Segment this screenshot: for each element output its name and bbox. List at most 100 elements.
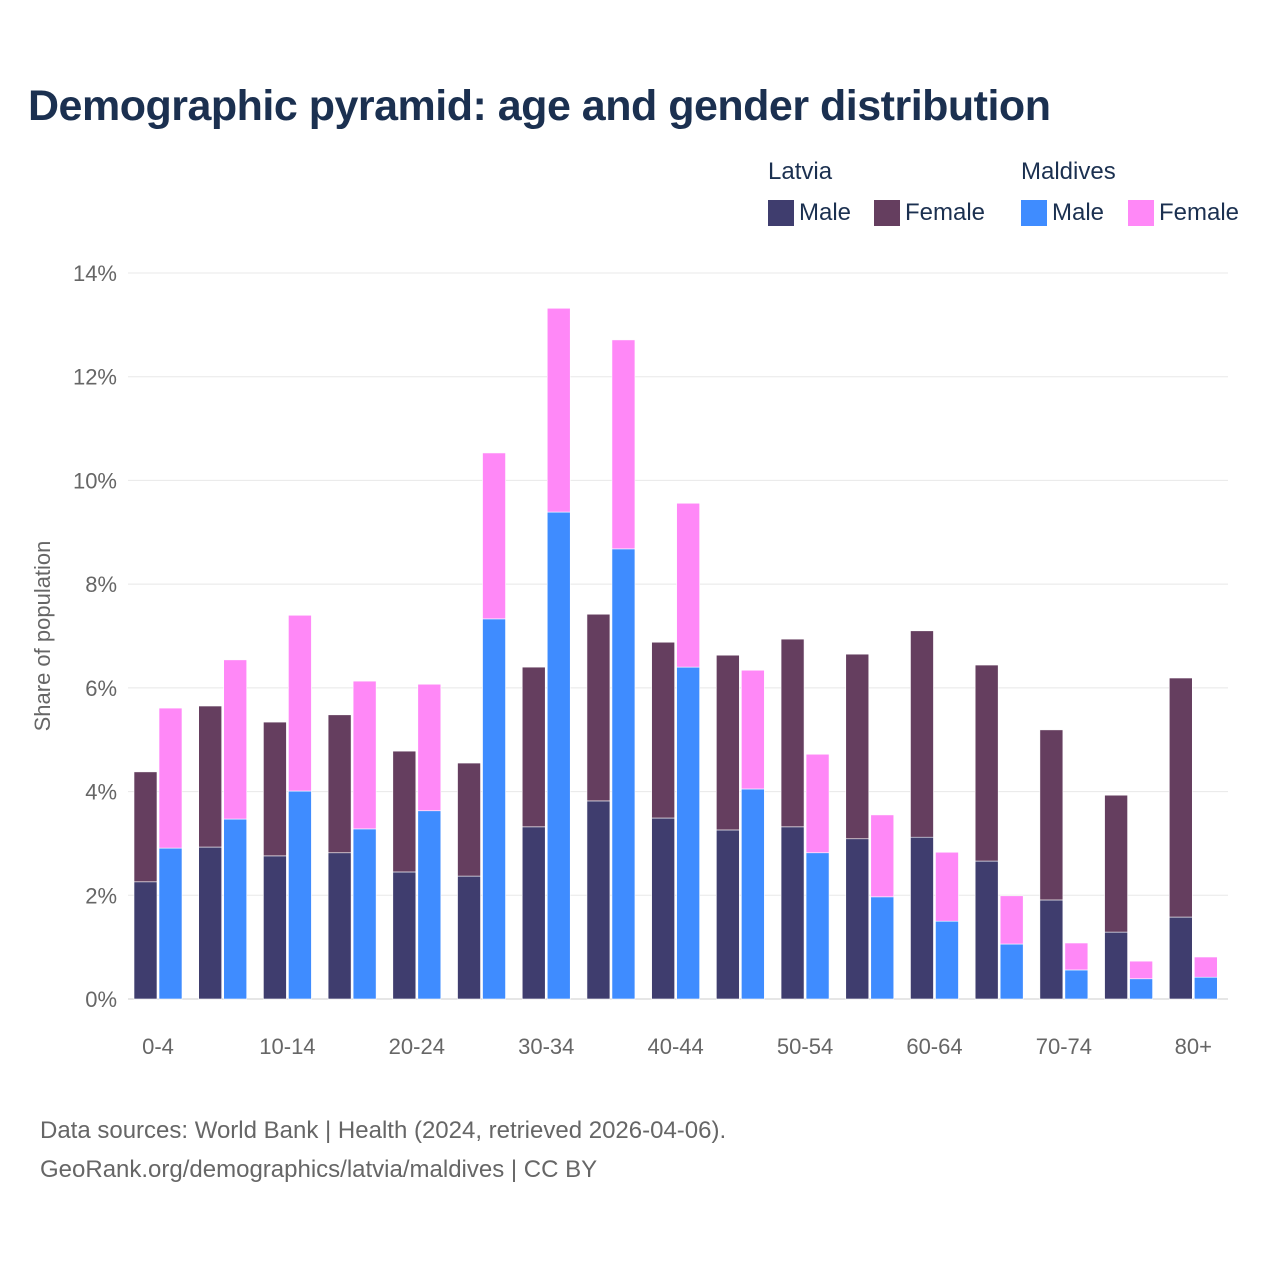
bar-maldives-female-40-44[interactable] [676,502,700,668]
bar-latvia-male-75-79[interactable] [1104,931,1128,1000]
bar-latvia-male-40-44[interactable] [651,817,675,1000]
bar-maldives-female-5-9[interactable] [223,659,248,820]
bar-latvia-male-55-59[interactable] [845,838,870,1000]
bar-maldives-male-20-24[interactable] [417,810,442,1000]
bar-latvia-female-0-4[interactable] [133,771,158,883]
legend-swatch [768,200,794,226]
bar-maldives-female-55-59[interactable] [870,814,895,898]
y-axis-label: Share of population [30,541,55,732]
bar-maldives-female-30-34[interactable] [546,307,571,513]
bar-latvia-male-25-29[interactable] [457,875,481,1000]
bar-maldives-female-20-24[interactable] [417,683,442,812]
bar-maldives-male-15-19[interactable] [352,828,377,1000]
bar-latvia-female-50-54[interactable] [780,638,805,828]
x-tick-label: 40-44 [648,1034,704,1059]
bar-maldives-female-75-79[interactable] [1129,960,1153,980]
bar-latvia-female-45-49[interactable] [716,654,740,831]
bar-maldives-male-70-74[interactable] [1064,969,1089,1000]
bar-maldives-male-10-14[interactable] [288,790,312,1000]
y-tick-label: 6% [85,676,117,701]
bar-latvia-female-5-9[interactable] [198,705,223,848]
bar-maldives-female-45-49[interactable] [741,669,765,790]
bar-latvia-male-80+[interactable] [1168,916,1193,1000]
x-tick-label: 20-24 [389,1034,445,1059]
bar-latvia-female-15-19[interactable] [327,714,352,854]
bar-maldives-female-25-29[interactable] [482,452,506,620]
bar-latvia-male-5-9[interactable] [198,846,223,1000]
bar-maldives-female-0-4[interactable] [158,707,183,849]
bar-latvia-male-30-34[interactable] [521,826,546,1000]
bar-latvia-male-35-39[interactable] [586,800,611,1000]
legend-swatch [874,200,900,226]
bar-latvia-male-65-69[interactable] [974,860,999,1000]
bar-maldives-male-45-49[interactable] [741,788,765,1000]
bar-maldives-male-0-4[interactable] [158,847,183,1000]
x-tick-label: 0-4 [142,1034,174,1059]
legend-group-maldives: Maldives [1021,158,1116,185]
legend-label: Female [1159,199,1240,226]
legend-label: Male [1052,199,1105,226]
legend-group-latvia: Latvia [768,158,833,185]
bar-maldives-female-15-19[interactable] [352,680,377,830]
bar-latvia-male-0-4[interactable] [133,881,158,1000]
bar-latvia-male-20-24[interactable] [392,871,417,1000]
legend-label: Male [799,199,852,226]
legend-maldives-male[interactable]: Male [1021,199,1104,227]
x-tick-label: 70-74 [1036,1034,1092,1059]
legend-maldives-female[interactable]: Female [1128,199,1239,227]
bar-maldives-female-35-39[interactable] [611,339,636,550]
bar-maldives-female-50-54[interactable] [805,753,830,854]
bar-maldives-male-50-54[interactable] [805,852,830,1000]
source-line-1: Data sources: World Bank | Health (2024,… [40,1117,727,1144]
bar-maldives-male-35-39[interactable] [611,548,636,1000]
bar-latvia-female-75-79[interactable] [1104,794,1128,933]
bar-latvia-male-70-74[interactable] [1039,899,1064,1000]
bar-latvia-female-30-34[interactable] [521,666,546,828]
bar-latvia-female-65-69[interactable] [974,664,999,862]
bar-maldives-female-60-64[interactable] [935,851,959,922]
bar-maldives-male-80+[interactable] [1193,976,1218,1000]
bar-latvia-female-40-44[interactable] [651,641,675,819]
bar-latvia-female-80+[interactable] [1168,677,1193,918]
bar-latvia-female-25-29[interactable] [457,762,481,877]
chart-title: Demographic pyramid: age and gender dist… [28,82,1051,130]
x-tick-label: 60-64 [906,1034,962,1059]
bar-maldives-female-10-14[interactable] [288,614,312,792]
y-tick-label: 14% [73,261,117,286]
y-tick-label: 4% [85,780,117,805]
bar-maldives-male-65-69[interactable] [999,943,1024,1000]
legend-latvia-female[interactable]: Female [874,199,985,227]
bar-latvia-female-35-39[interactable] [586,613,611,802]
bar-latvia-female-10-14[interactable] [263,721,287,857]
bar-latvia-female-60-64[interactable] [910,630,934,838]
bar-latvia-female-20-24[interactable] [392,750,417,873]
x-tick-label: 50-54 [777,1034,833,1059]
bar-latvia-female-70-74[interactable] [1039,729,1064,901]
bar-latvia-male-50-54[interactable] [780,826,805,1000]
y-tick-label: 8% [85,572,117,597]
bar-maldives-male-60-64[interactable] [935,920,959,1000]
source-line-2[interactable]: GeoRank.org/demographics/latvia/maldives… [40,1156,598,1183]
y-tick-label: 0% [85,987,117,1012]
bar-latvia-female-55-59[interactable] [845,653,870,840]
legend-swatch [1021,200,1047,226]
bar-maldives-female-80+[interactable] [1193,956,1218,978]
bar-latvia-male-45-49[interactable] [716,829,740,1000]
bar-maldives-male-5-9[interactable] [223,818,248,1000]
legend-label: Female [905,199,986,226]
bar-maldives-female-65-69[interactable] [999,895,1024,945]
y-tick-label: 12% [73,365,117,390]
bar-maldives-male-30-34[interactable] [546,511,571,1000]
bar-latvia-male-10-14[interactable] [263,855,287,1000]
x-tick-label: 80+ [1175,1034,1212,1059]
legend-swatch [1128,200,1154,226]
bar-latvia-male-15-19[interactable] [327,852,352,1000]
legend-latvia-male[interactable]: Male [768,199,851,227]
bar-maldives-male-75-79[interactable] [1129,978,1153,1000]
bar-latvia-male-60-64[interactable] [910,836,934,1000]
bar-maldives-male-55-59[interactable] [870,896,895,1000]
bar-maldives-male-25-29[interactable] [482,618,506,1000]
bar-maldives-female-70-74[interactable] [1064,942,1089,971]
x-tick-label: 10-14 [259,1034,315,1059]
bar-maldives-male-40-44[interactable] [676,666,700,1000]
